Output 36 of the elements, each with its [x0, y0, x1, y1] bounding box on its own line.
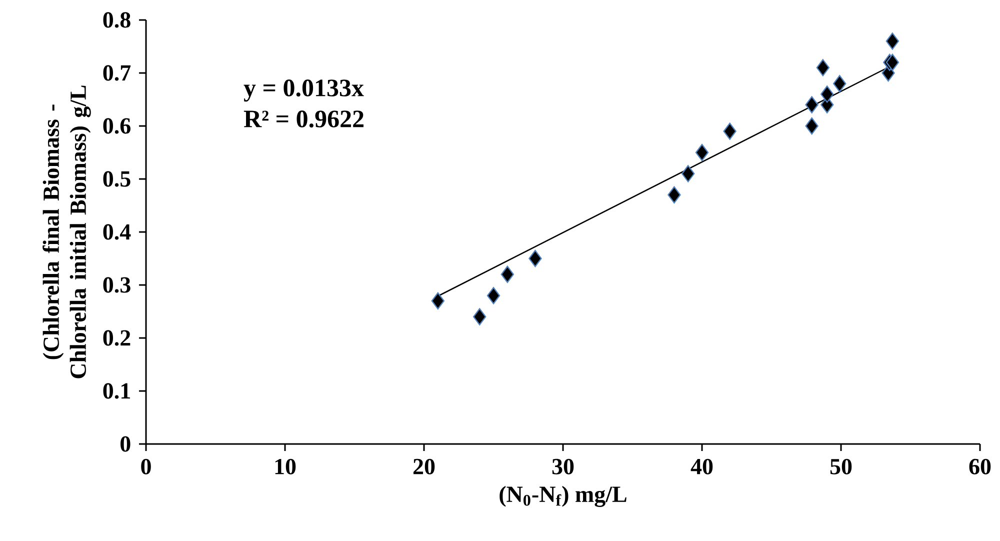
x-tick-label: 40 [690, 458, 713, 474]
x-tick-label: 10 [275, 458, 296, 474]
point [886, 32, 900, 50]
y-tick-label: 0.1 [103, 383, 130, 399]
point [695, 144, 709, 162]
y-tick-label: 0.4 [103, 224, 131, 240]
y-tick-label: 0.2 [103, 330, 130, 346]
y-axis-title: (Chlorella final Biomass - Chlorella initial Biomass) g/L [42, 86, 91, 378]
x-axis-title: (N$_{0}$-N$_{f}$) mg/L [500, 486, 626, 507]
point [500, 266, 514, 283]
point [473, 308, 486, 326]
x-tick-label: 20 [413, 458, 435, 474]
y-tick-label: 0 [120, 436, 130, 452]
y-tick-label: 0.3 [103, 277, 130, 293]
y-tick-label: 0.7 [103, 65, 131, 81]
x-tick-label: 0 [141, 458, 151, 474]
point [682, 165, 695, 182]
x-tick-label: 60 [969, 458, 991, 474]
annotation: y = 0.0133x [244, 80, 364, 102]
y-tick-label: 0.8 [103, 12, 130, 28]
point [431, 292, 445, 310]
point [805, 117, 818, 135]
point [886, 54, 900, 71]
point [805, 96, 818, 114]
point [528, 250, 542, 268]
annotation: R² = 0.9622 [244, 110, 364, 128]
point [833, 74, 846, 92]
point [816, 59, 830, 76]
y-tick-label: 0.6 [103, 118, 130, 134]
x-tick-label: 50 [830, 458, 852, 474]
point [820, 86, 834, 103]
x-tick-label: 30 [552, 458, 574, 474]
point [668, 186, 681, 204]
point [723, 122, 736, 140]
y-tick-label: 0.5 [103, 171, 130, 187]
point [486, 286, 500, 304]
